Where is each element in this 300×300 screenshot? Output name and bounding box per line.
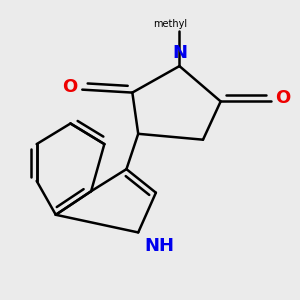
Text: methyl: methyl [154,19,188,29]
Text: O: O [275,89,290,107]
Text: O: O [63,78,78,96]
Text: N: N [172,44,187,62]
Text: NH: NH [144,237,174,255]
